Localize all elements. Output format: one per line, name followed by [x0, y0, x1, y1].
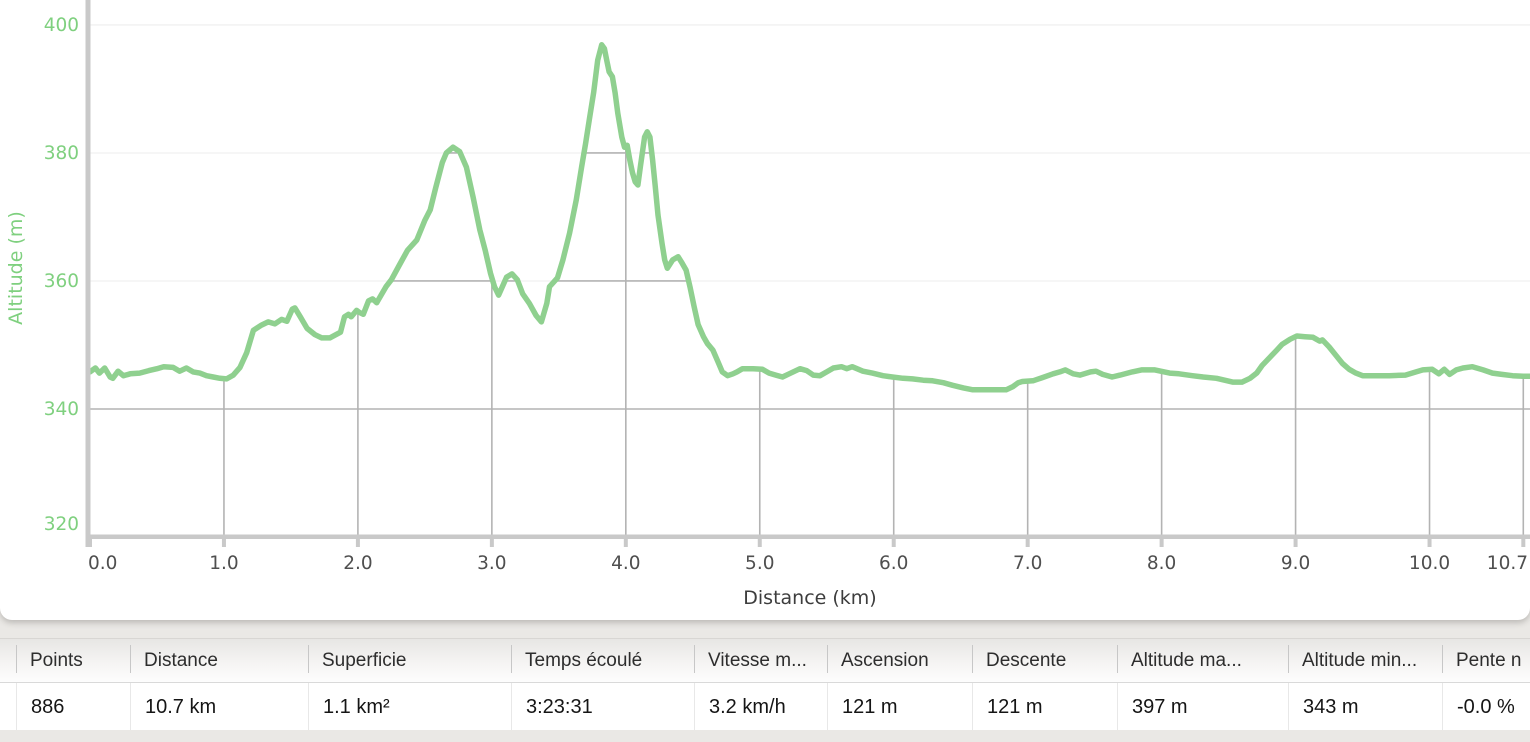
- x-axis-title: Distance (km): [743, 587, 877, 609]
- stats-value-cell: 1.1 km²: [308, 683, 511, 730]
- stats-header-cell: Vitesse m...: [694, 639, 827, 682]
- x-tick-label: 10.0: [1409, 553, 1450, 574]
- x-tick-label: 4.0: [611, 553, 640, 574]
- y-axis-title: Altitude (m): [5, 211, 27, 325]
- stats-value-cell: 397 m: [1117, 683, 1288, 730]
- stats-header-cell: Altitude min...: [1288, 639, 1442, 682]
- elevation-chart-card: 320 340 360 380 400 0.0 1.0 2.0 3.0 4.0 5.0 6.0 7.0 8…: [0, 0, 1530, 620]
- stats-header-cell: Points: [16, 639, 130, 682]
- stats-value-cell: 121 m: [972, 683, 1117, 730]
- x-tick-mark: [355, 537, 360, 547]
- x-tick-mark: [1521, 537, 1526, 547]
- x-tick-label: 5.0: [745, 553, 774, 574]
- stats-header-cell: Ascension: [827, 639, 972, 682]
- x-tick-mark: [221, 537, 226, 547]
- stats-value-cell: 3.2 km/h: [694, 683, 827, 730]
- stats-value-cell: 10.7 km: [130, 683, 308, 730]
- x-axis: [85, 534, 1530, 539]
- stats-header-cell: Distance: [130, 639, 308, 682]
- x-tick-label: 6.0: [879, 553, 908, 574]
- x-tick-label: 10.7: [1487, 553, 1528, 574]
- stats-value-cell: 886: [16, 683, 130, 730]
- stats-value-cell: 121 m: [827, 683, 972, 730]
- x-tick-label: 0.0: [88, 553, 117, 574]
- x-tick-mark: [623, 537, 628, 547]
- stats-header-cell: Temps écoulé: [511, 639, 694, 682]
- y-tick-label: 360: [44, 271, 79, 292]
- stats-header-cell: Descente: [972, 639, 1117, 682]
- stats-table-value-row: 886 10.7 km 1.1 km² 3:23:31 3.2 km/h 121 m 121…: [0, 683, 1530, 730]
- stats-table-header-row: Points Distance Superficie Temps écoulé Vite…: [0, 638, 1530, 683]
- stats-value-cell: -0.0 %: [1442, 683, 1530, 730]
- track-stats-table: Points Distance Superficie Temps écoulé Vite…: [0, 638, 1530, 730]
- x-tick-label: 8.0: [1147, 553, 1176, 574]
- x-tick-mark: [1293, 537, 1298, 547]
- x-tick-label: 9.0: [1281, 553, 1310, 574]
- x-tick-mark: [1427, 537, 1432, 547]
- x-tick-label: 1.0: [209, 553, 238, 574]
- x-tick-label: 2.0: [343, 553, 372, 574]
- x-tick-label: 7.0: [1013, 553, 1042, 574]
- stats-value-cell: 3:23:31: [511, 683, 694, 730]
- y-axis: [85, 0, 91, 547]
- stats-header-cell: Pente n: [1442, 639, 1530, 682]
- x-tick-label: 3.0: [477, 553, 506, 574]
- x-tick-mark: [1025, 537, 1030, 547]
- stats-header-cell: Altitude ma...: [1117, 639, 1288, 682]
- x-tick-mark: [757, 537, 762, 547]
- y-tick-label: 320: [44, 514, 79, 535]
- x-tick-mark: [88, 537, 92, 547]
- y-tick-label: 400: [44, 15, 79, 36]
- grid-under-curve: [90, 44, 1530, 537]
- y-tick-label: 340: [44, 399, 79, 420]
- x-tick-mark: [1159, 537, 1164, 547]
- stats-header-cell: Superficie: [308, 639, 511, 682]
- x-tick-mark: [891, 537, 896, 547]
- elevation-chart[interactable]: 320 340 360 380 400 0.0 1.0 2.0 3.0 4.0 5.0 6.0 7.0 8…: [0, 0, 1530, 618]
- stats-value-cell: 343 m: [1288, 683, 1442, 730]
- y-tick-label: 380: [44, 143, 79, 164]
- x-tick-mark: [489, 537, 494, 547]
- elevation-line: [87, 42, 1530, 393]
